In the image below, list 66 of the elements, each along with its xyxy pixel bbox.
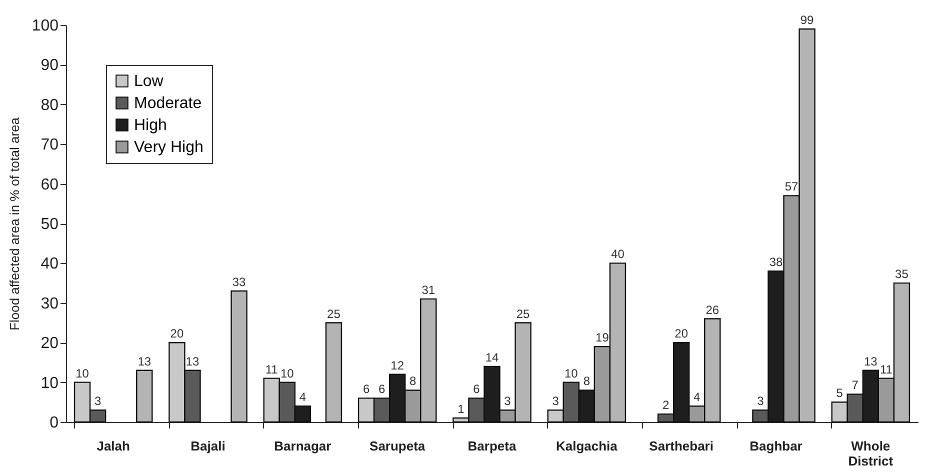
data-label: 6	[362, 382, 370, 396]
y-tick-label: 40	[40, 256, 59, 273]
data-label: 11	[880, 362, 893, 376]
data-label: 7	[852, 378, 859, 392]
x-tick-label: Sarthebari	[649, 438, 714, 454]
x-tick-label: Whole District	[848, 438, 894, 468]
data-label: 1	[458, 402, 465, 416]
data-label: 31	[422, 282, 436, 297]
data-label: 10	[280, 366, 294, 380]
x-tick-label: Kalgachia	[556, 438, 618, 454]
y-tick-label: 10	[40, 374, 59, 392]
data-label: 20	[170, 326, 184, 341]
legend-label: Very High	[134, 139, 204, 156]
data-label: 6	[378, 382, 386, 396]
bar	[325, 322, 342, 423]
y-tick-label: 70	[40, 136, 59, 154]
data-label: 10	[564, 366, 578, 380]
data-label: 33	[232, 274, 246, 289]
legend-label: Low	[134, 73, 164, 90]
data-label: 11	[265, 362, 278, 376]
data-label: 40	[611, 247, 625, 262]
legend-label: Moderate	[134, 95, 202, 112]
y-tick-label: 100	[32, 18, 59, 34]
data-label: 6	[473, 382, 480, 396]
data-label: 99	[800, 12, 814, 27]
y-axis-title: Flood affected area in % of total area	[6, 116, 22, 330]
x-tick-label: Bajali	[190, 438, 226, 454]
data-label: 8	[583, 374, 590, 388]
data-label: 19	[596, 330, 610, 345]
bar	[230, 290, 248, 423]
data-label: 4	[694, 390, 701, 404]
data-label: 12	[390, 358, 404, 372]
data-label: 2	[662, 398, 670, 412]
x-tick-label: Barpeta	[468, 438, 517, 454]
data-label: 26	[706, 302, 720, 317]
x-tick-label: Sarupeta	[370, 438, 426, 454]
y-tick-label: 20	[40, 335, 59, 352]
data-label: 13	[864, 354, 878, 368]
y-tick-label: 90	[40, 57, 59, 74]
y-tick-label: 30	[40, 295, 59, 312]
data-label: 20	[674, 326, 688, 341]
data-label: 8	[410, 374, 417, 388]
data-label: 3	[94, 394, 102, 408]
data-label: 4	[299, 390, 306, 404]
data-label: 25	[327, 306, 341, 321]
data-label: 35	[895, 267, 909, 282]
data-label: 14	[485, 350, 499, 364]
y-tick-label: 60	[40, 176, 59, 194]
y-tick-label: 80	[40, 96, 59, 114]
data-label: 5	[836, 386, 844, 400]
x-tick-label: Jalah	[96, 438, 130, 454]
y-tick-label: 0	[50, 414, 59, 432]
data-label: 3	[504, 394, 512, 408]
x-tick-label: Barnagar	[274, 438, 332, 454]
data-label: 57	[784, 180, 799, 194]
data-label: 3	[552, 394, 560, 408]
data-label: 13	[186, 354, 200, 368]
data-label: 25	[516, 306, 530, 321]
data-label: 13	[138, 354, 152, 368]
data-label: 38	[769, 255, 783, 270]
y-tick-label: 50	[40, 216, 59, 233]
legend-label: High	[134, 117, 167, 134]
data-label: 3	[757, 394, 764, 408]
data-label: 10	[76, 366, 90, 380]
x-tick-label: Baghbar	[750, 438, 802, 454]
bar	[136, 370, 153, 423]
